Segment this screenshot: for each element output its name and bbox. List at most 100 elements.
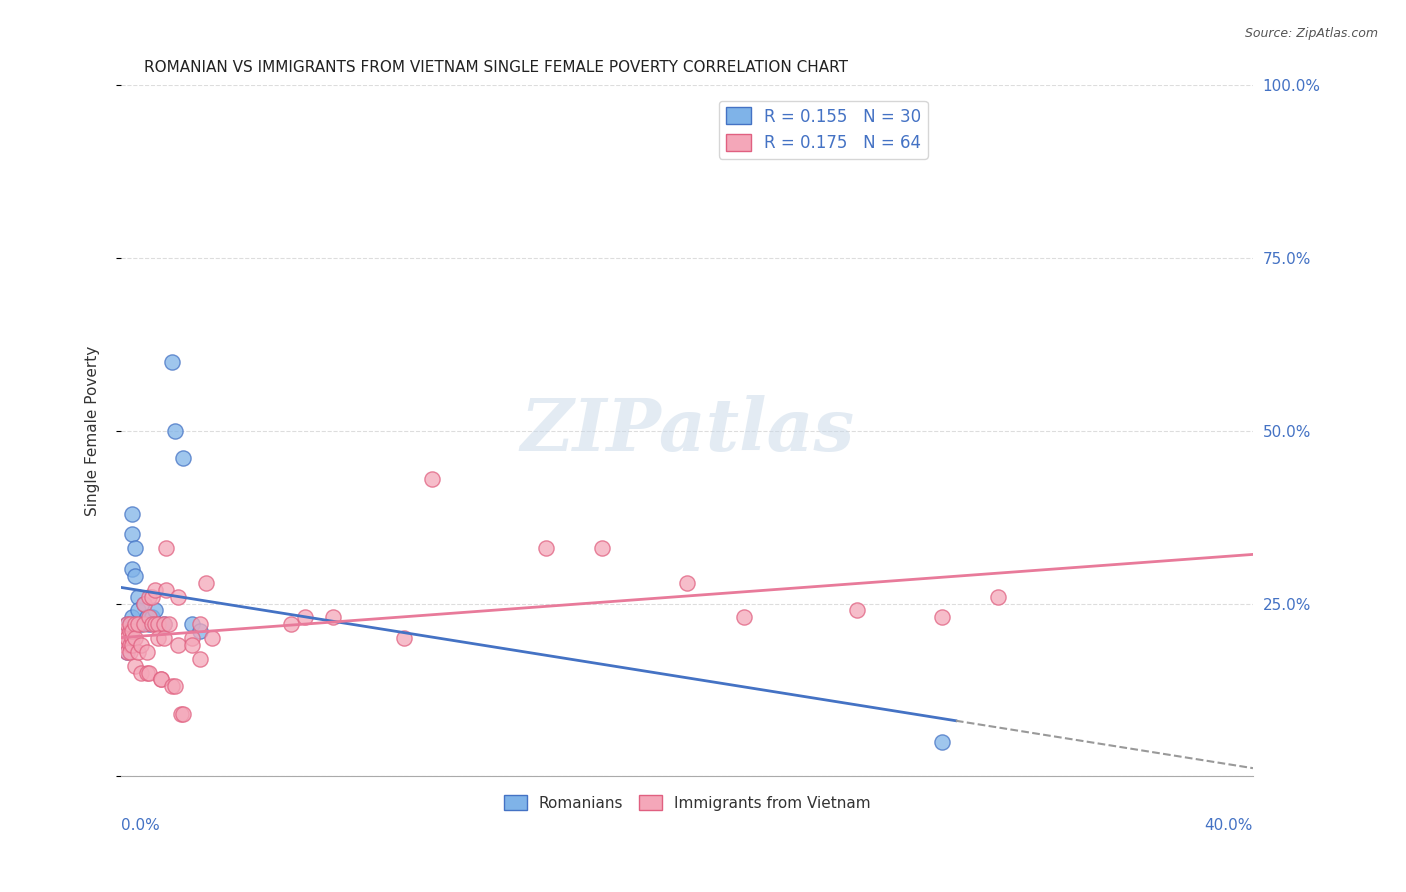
Point — [294, 610, 316, 624]
Point — [163, 424, 186, 438]
Text: 0.0%: 0.0% — [121, 818, 160, 832]
Point — [121, 562, 143, 576]
Point — [190, 617, 212, 632]
Point — [195, 575, 218, 590]
Point — [987, 590, 1010, 604]
Point — [152, 617, 174, 632]
Point — [124, 617, 146, 632]
Point — [146, 617, 169, 632]
Point — [132, 597, 155, 611]
Point — [163, 680, 186, 694]
Point — [160, 355, 183, 369]
Point — [201, 631, 224, 645]
Point — [118, 638, 141, 652]
Point — [112, 624, 135, 639]
Point — [392, 631, 415, 645]
Point — [115, 645, 138, 659]
Point — [180, 638, 202, 652]
Point — [149, 673, 172, 687]
Point — [155, 582, 177, 597]
Point — [676, 575, 699, 590]
Point — [143, 582, 166, 597]
Point — [138, 610, 160, 624]
Point — [118, 624, 141, 639]
Point — [132, 617, 155, 632]
Point — [157, 617, 180, 632]
Point — [166, 638, 188, 652]
Point — [127, 617, 149, 632]
Legend: Romanians, Immigrants from Vietnam: Romanians, Immigrants from Vietnam — [498, 789, 876, 817]
Point — [118, 617, 141, 632]
Point — [149, 673, 172, 687]
Point — [152, 631, 174, 645]
Point — [138, 665, 160, 680]
Point — [138, 590, 160, 604]
Point — [121, 610, 143, 624]
Point — [733, 610, 755, 624]
Point — [534, 541, 557, 556]
Point — [121, 624, 143, 639]
Point — [127, 590, 149, 604]
Point — [422, 472, 444, 486]
Text: 40.0%: 40.0% — [1205, 818, 1253, 832]
Point — [112, 624, 135, 639]
Point — [121, 631, 143, 645]
Point — [118, 624, 141, 639]
Point — [124, 569, 146, 583]
Point — [152, 617, 174, 632]
Point — [591, 541, 613, 556]
Point — [129, 638, 152, 652]
Point — [129, 665, 152, 680]
Point — [118, 631, 141, 645]
Point — [931, 734, 953, 748]
Point — [180, 617, 202, 632]
Point — [121, 638, 143, 652]
Point — [845, 603, 868, 617]
Point — [112, 638, 135, 652]
Text: Source: ZipAtlas.com: Source: ZipAtlas.com — [1244, 27, 1378, 40]
Point — [172, 706, 194, 721]
Point — [169, 706, 191, 721]
Point — [160, 680, 183, 694]
Point — [118, 645, 141, 659]
Text: ROMANIAN VS IMMIGRANTS FROM VIETNAM SINGLE FEMALE POVERTY CORRELATION CHART: ROMANIAN VS IMMIGRANTS FROM VIETNAM SING… — [143, 60, 848, 75]
Point — [190, 624, 212, 639]
Point — [141, 590, 163, 604]
Point — [115, 617, 138, 632]
Point — [121, 527, 143, 541]
Point — [115, 617, 138, 632]
Point — [124, 541, 146, 556]
Point — [143, 603, 166, 617]
Point — [115, 631, 138, 645]
Point — [141, 610, 163, 624]
Point — [127, 603, 149, 617]
Point — [143, 617, 166, 632]
Point — [135, 645, 157, 659]
Point — [155, 541, 177, 556]
Point — [146, 631, 169, 645]
Point — [166, 590, 188, 604]
Point — [190, 652, 212, 666]
Point — [118, 638, 141, 652]
Point — [180, 631, 202, 645]
Point — [129, 617, 152, 632]
Point — [115, 645, 138, 659]
Point — [112, 631, 135, 645]
Y-axis label: Single Female Poverty: Single Female Poverty — [86, 346, 100, 516]
Point — [124, 631, 146, 645]
Point — [135, 665, 157, 680]
Point — [138, 617, 160, 632]
Point — [121, 507, 143, 521]
Point — [132, 597, 155, 611]
Point — [124, 658, 146, 673]
Point — [118, 617, 141, 632]
Point — [115, 638, 138, 652]
Point — [135, 610, 157, 624]
Text: ZIPatlas: ZIPatlas — [520, 395, 853, 467]
Point — [112, 631, 135, 645]
Point — [127, 645, 149, 659]
Point — [280, 617, 302, 632]
Point — [322, 610, 344, 624]
Point — [172, 451, 194, 466]
Point — [141, 617, 163, 632]
